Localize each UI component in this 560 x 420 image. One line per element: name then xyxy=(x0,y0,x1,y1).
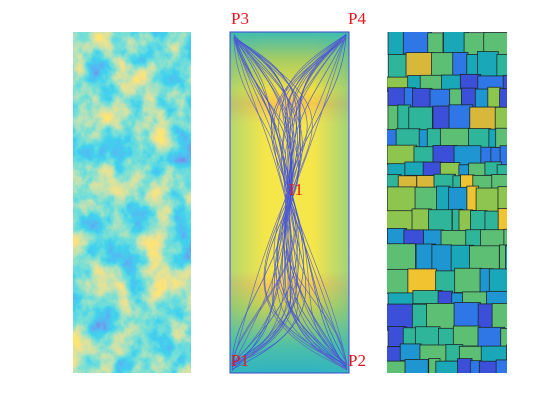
cell xyxy=(457,358,473,373)
cell xyxy=(441,74,462,90)
random-field xyxy=(73,32,191,373)
cell xyxy=(499,88,507,109)
cell xyxy=(453,302,481,330)
cell xyxy=(432,105,452,132)
cell xyxy=(422,161,443,176)
cell xyxy=(495,359,507,373)
cell xyxy=(428,209,453,233)
cell xyxy=(452,325,481,347)
cell xyxy=(426,303,456,331)
cell xyxy=(495,127,507,148)
streamline xyxy=(233,36,348,365)
cell xyxy=(452,51,469,78)
cell xyxy=(404,359,429,373)
cell xyxy=(477,51,499,77)
cell xyxy=(506,344,507,363)
cell xyxy=(508,107,532,132)
panel-border xyxy=(229,31,350,374)
cell xyxy=(488,268,507,294)
cell xyxy=(387,268,409,294)
cell xyxy=(387,360,408,373)
cell xyxy=(387,243,416,272)
point-label: P4 xyxy=(348,9,366,28)
cell xyxy=(431,244,453,273)
streamline xyxy=(263,38,348,370)
cell xyxy=(436,185,451,211)
cell xyxy=(387,54,409,80)
point-label: I1 xyxy=(289,180,303,199)
cell xyxy=(505,245,507,274)
cell xyxy=(387,186,418,212)
cell xyxy=(414,186,440,212)
cell xyxy=(491,303,507,331)
cell xyxy=(478,360,498,373)
cell xyxy=(496,53,507,80)
point-label: P1 xyxy=(231,351,249,370)
cell xyxy=(475,187,502,213)
streamline xyxy=(231,37,313,367)
cell xyxy=(407,268,437,294)
cell xyxy=(435,360,460,373)
point-label: P2 xyxy=(348,351,366,370)
cell xyxy=(412,87,433,109)
cell xyxy=(486,290,507,305)
partition xyxy=(387,32,532,373)
cell xyxy=(480,229,506,248)
streamline xyxy=(231,35,347,364)
cell xyxy=(503,228,507,247)
cell xyxy=(502,75,507,91)
cell xyxy=(437,290,453,305)
cell xyxy=(448,104,474,131)
cell xyxy=(448,186,468,213)
cell xyxy=(469,106,499,133)
cell xyxy=(468,162,487,177)
streamline xyxy=(233,37,348,370)
cell xyxy=(497,208,507,231)
cell xyxy=(487,86,502,108)
cell xyxy=(439,127,470,148)
streamline xyxy=(233,35,348,365)
cell xyxy=(431,52,456,78)
cell xyxy=(408,106,433,133)
cell xyxy=(399,343,422,361)
cell xyxy=(499,244,507,273)
cell xyxy=(454,267,483,293)
point-label: P3 xyxy=(231,9,249,28)
cell xyxy=(468,128,492,149)
streamlines xyxy=(231,33,348,371)
cell xyxy=(499,145,507,166)
streamline xyxy=(231,37,347,365)
cell xyxy=(497,186,507,212)
cell xyxy=(500,328,507,349)
cell xyxy=(496,164,507,179)
cell xyxy=(405,52,434,78)
cell xyxy=(453,145,482,166)
